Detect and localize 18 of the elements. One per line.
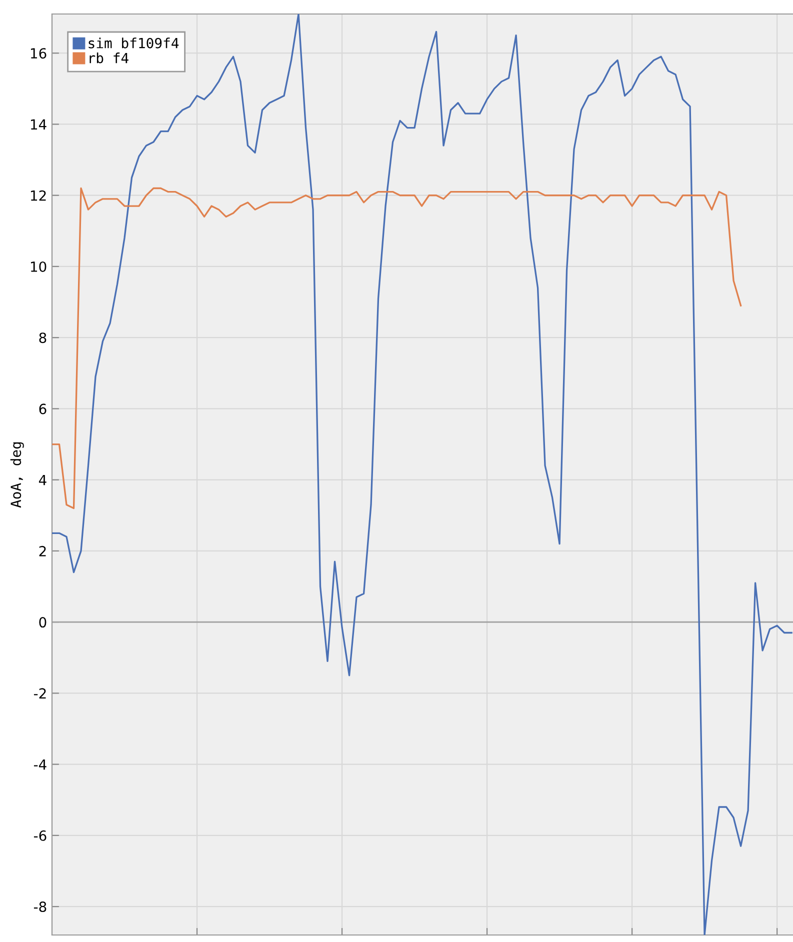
y-tick-label: 12: [30, 190, 46, 201]
y-tick-label: -8: [34, 902, 46, 912]
y-tick-label: 6: [39, 404, 46, 414]
y-tick-label: 14: [30, 119, 46, 130]
line-series: [52, 14, 792, 935]
y-tick-label: 4: [38, 474, 46, 486]
y-axis-title: AoA, deg: [10, 442, 24, 508]
y-tick-label: -4: [34, 759, 46, 770]
y-tick-label: 2: [39, 546, 46, 556]
y-tick-label: -2: [34, 688, 46, 698]
line-series: [52, 187, 742, 510]
y-tick-label: 10: [30, 261, 46, 272]
y-tick-label: 16: [30, 48, 46, 59]
y-tick-label: 0: [39, 617, 46, 628]
legend-label: sim bf109f4: [88, 38, 179, 48]
legend-label: rb f4: [90, 52, 128, 64]
y-tick-label: -6: [34, 830, 46, 841]
y-tick-label: 8: [39, 332, 46, 344]
